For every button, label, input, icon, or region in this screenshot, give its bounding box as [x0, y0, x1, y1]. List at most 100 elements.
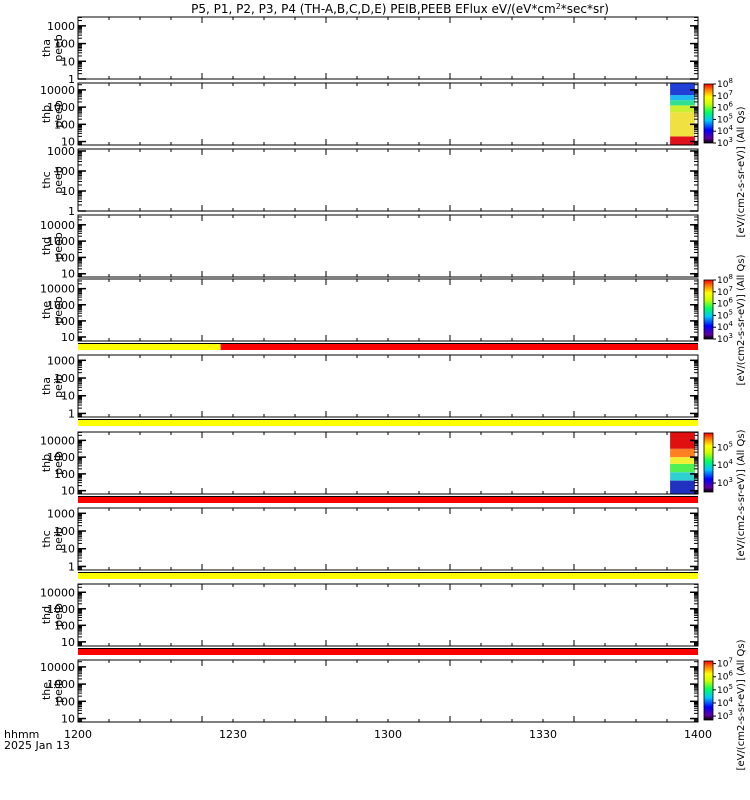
chart-title: P5, P1, P2, P3, P4 (TH-A,B,C,D,E) PEIB,P…: [191, 2, 609, 16]
y-tick-label: 1000: [47, 101, 75, 114]
panel-frame: [77, 148, 699, 212]
y-tick-label: 1: [68, 73, 75, 86]
y-tick-label: 10: [61, 136, 75, 149]
y-tick-label: 100: [54, 468, 75, 481]
y-axis-label: thdpeeb: [40, 232, 65, 260]
y-axis-label: thapeeb: [40, 34, 65, 62]
colorbar-tick-label: 103: [717, 136, 733, 149]
colorbar-tick-label: 104: [717, 320, 733, 333]
status-bar-segment: [78, 573, 698, 579]
y-axis-label: thbpeeb: [40, 100, 65, 128]
y-axis-label: thepeeb: [40, 296, 65, 324]
colorbar-gradient: [703, 83, 714, 144]
panel-frame: [77, 583, 699, 647]
y-tick-label: 10: [61, 185, 75, 198]
y-tick-label: 10000: [40, 586, 75, 599]
spectrogram-cell: [670, 457, 695, 464]
y-tick-label: 10000: [40, 661, 75, 674]
spectrogram-cell: [670, 432, 695, 449]
x-tick-label: 1330: [529, 728, 557, 741]
y-tick-label: 100: [54, 315, 75, 328]
colorbar-tick-label: 106: [717, 297, 733, 310]
y-axis-label: thcpeib: [40, 527, 65, 551]
colorbar-tick-label: 105: [717, 440, 733, 453]
colorbar-unit-label: [eV/(cm2-s-sr-eV)] (All Qs): [736, 106, 747, 237]
panel-thb-peib: 10000 1000 100 10 thbpeib: [40, 431, 699, 503]
spectrogram-cell: [670, 463, 695, 473]
panel-frame: [77, 16, 699, 80]
y-tick-label: 1: [68, 205, 75, 218]
status-bar-segment: [78, 420, 698, 426]
panel-frame: [77, 354, 699, 418]
colorbar: 105 104 103: [703, 432, 733, 493]
y-tick-label: 1000: [47, 235, 75, 248]
y-tick-label: 10: [61, 55, 75, 68]
spectrogram-cell: [670, 448, 695, 458]
colorbar-tick-label: 106: [717, 670, 733, 683]
colorbar-unit-label: [eV/(cm2-s-sr-eV)] (All Qs): [736, 254, 747, 385]
colorbar-tick-label: 107: [717, 89, 733, 102]
colorbar-tick-label: 105: [717, 112, 733, 125]
x-tick-label: 1230: [219, 728, 247, 741]
y-axis-label: thdpeib: [40, 603, 65, 627]
y-tick-label: 100: [54, 38, 75, 51]
spectrogram-cell: [670, 136, 695, 145]
panel-frame: [77, 278, 699, 342]
spectrogram-cell: [670, 100, 695, 106]
y-axis-label: thapeib: [40, 374, 65, 398]
x-tick-label: 1400: [684, 728, 712, 741]
panel-frame: [77, 659, 699, 723]
y-tick-label: 10000: [40, 219, 75, 232]
y-tick-label: 1000: [47, 354, 75, 367]
spectrogram-cell: [670, 105, 695, 113]
y-tick-label: 100: [54, 165, 75, 178]
y-tick-label: 10: [61, 390, 75, 403]
colorbar-tick-label: 107: [717, 285, 733, 298]
y-tick-label: 10: [61, 485, 75, 498]
colorbar-gradient: [703, 660, 714, 721]
y-tick-label: 1000: [47, 603, 75, 616]
y-tick-label: 10000: [40, 434, 75, 447]
spectrogram-cell: [670, 472, 695, 481]
y-tick-label: 1000: [47, 299, 75, 312]
colorbar-tick-label: 103: [717, 476, 733, 489]
status-bar-segment: [220, 344, 698, 350]
y-tick-label: 10: [61, 543, 75, 556]
colorbar-tick-label: 104: [717, 458, 733, 471]
status-bar-segment: [78, 497, 698, 503]
y-tick-label: 100: [54, 372, 75, 385]
status-bar-segment: [78, 649, 698, 655]
colorbar-tick-label: 105: [717, 683, 733, 696]
panel-frame: [77, 507, 699, 571]
colorbar-tick-label: 103: [717, 709, 733, 722]
y-tick-label: 1000: [47, 678, 75, 691]
y-tick-label: 10000: [40, 283, 75, 296]
colorbar-tick-label: 107: [717, 657, 733, 670]
panel-frame: [77, 214, 699, 278]
panel-the-peeb: 10000 1000 100 10 thepeeb: [40, 278, 699, 350]
colorbar-tick-label: 108: [717, 77, 733, 90]
colorbar-tick-label: 104: [717, 696, 733, 709]
panel-thd-peeb: 10000 1000 100 10 thdpeeb: [40, 214, 699, 281]
colorbar-gradient: [703, 279, 714, 340]
spectrogram-cell: [670, 83, 695, 96]
x-tick-label: 1300: [374, 728, 402, 741]
y-tick-label: 1000: [47, 20, 75, 33]
status-bar-segment: [78, 344, 221, 350]
y-axis-label: thbpeib: [40, 451, 65, 475]
y-tick-label: 100: [54, 118, 75, 131]
y-tick-label: 100: [54, 525, 75, 538]
panel-thb-peeb: 10000 1000 100 10 thbpeeb: [40, 82, 699, 149]
spectrogram-cell: [670, 480, 695, 494]
x-tick-label: 1200: [64, 728, 92, 741]
x-axis-label: hhmm: [4, 728, 39, 741]
panel-thd-peib: 10000 1000 100 10 thdpeib: [40, 583, 699, 655]
y-tick-label: 1000: [47, 451, 75, 464]
y-tick-label: 10: [61, 636, 75, 649]
